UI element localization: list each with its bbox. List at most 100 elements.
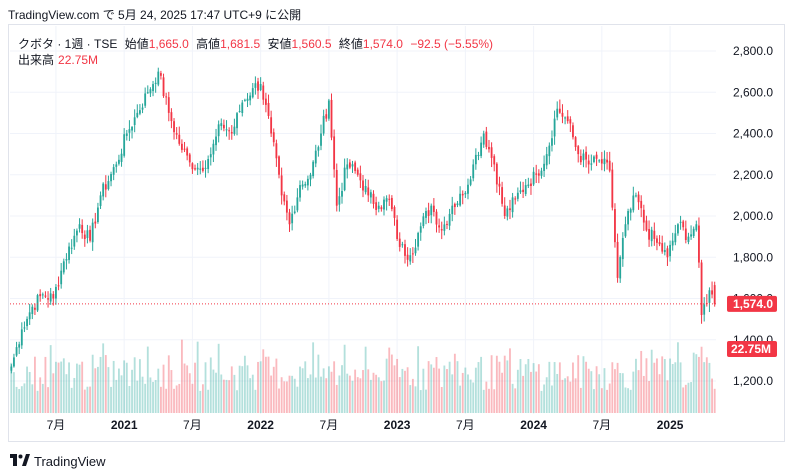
candle-body (55, 286, 57, 299)
volume-bar (372, 372, 375, 413)
volume-bar (564, 378, 567, 413)
volume-label: 出来高 (18, 53, 55, 67)
volume-bar (199, 390, 202, 413)
candle-body (472, 164, 475, 179)
candle-body (566, 116, 569, 122)
candle-body (488, 146, 490, 150)
volume-bar (183, 363, 186, 413)
candle-body (467, 184, 469, 194)
candle-body (222, 124, 225, 129)
volume-bar (600, 388, 603, 413)
volume-bar (173, 388, 175, 413)
candle-body (606, 159, 609, 163)
volume-bar (356, 377, 359, 413)
candle-body (490, 147, 493, 158)
volume-bar (285, 381, 288, 413)
candle-body (146, 92, 149, 94)
candle-body (537, 173, 540, 176)
volume-bar (301, 368, 304, 413)
volume-bar (293, 378, 296, 413)
candle-body (186, 148, 189, 156)
candle-body (548, 145, 551, 157)
volume-bar (453, 353, 456, 413)
candle-body (372, 193, 375, 204)
volume-bar (656, 358, 658, 413)
volume-bar (236, 390, 238, 413)
volume-bar (81, 361, 84, 413)
candle-body (341, 190, 343, 197)
volume-bar (393, 365, 396, 413)
candle-body (480, 142, 483, 156)
volume-bar (619, 373, 622, 413)
candle-body (270, 117, 273, 134)
volume-bar (404, 370, 406, 413)
candle-body (527, 184, 530, 187)
footer-brand[interactable]: TradingView (10, 454, 106, 469)
volume-bar (522, 375, 525, 413)
volume-bar (26, 366, 28, 413)
candle-body (430, 205, 433, 216)
volume-bar (711, 378, 713, 413)
volume-bar (28, 372, 31, 413)
volume-bar (524, 364, 527, 413)
volume-bar (482, 389, 485, 413)
candle-body (409, 255, 412, 262)
volume-bar (506, 360, 509, 413)
volume-bar (558, 362, 561, 413)
candle-body (385, 198, 388, 202)
candle-body (590, 163, 593, 165)
candle-body (52, 294, 55, 299)
candle-body (621, 237, 624, 260)
volume-bar (406, 367, 409, 413)
volume-bar (679, 362, 682, 413)
candle-body (540, 170, 543, 176)
candle-body (582, 153, 585, 161)
candle-body (20, 329, 23, 346)
volume-bar (215, 372, 217, 413)
volume-bar (698, 356, 700, 413)
y-tick-label: 1,800.0 (733, 250, 773, 264)
volume-value: 22.75M (58, 53, 99, 67)
candle-body (677, 224, 679, 234)
chart-frame (8, 24, 785, 442)
volume-bar (133, 357, 136, 413)
candle-body (343, 167, 346, 191)
volume-bar (498, 361, 501, 413)
close-value: 1,574.0 (362, 37, 403, 51)
candle-body (443, 224, 446, 231)
volume-bar (700, 346, 703, 413)
candle-body (178, 134, 181, 144)
volume-bar (186, 365, 189, 413)
volume-bar (582, 356, 585, 413)
candle-body (711, 290, 713, 295)
volume-bar (23, 383, 26, 413)
candle-body (183, 148, 186, 150)
candle-body (230, 132, 233, 134)
volume-bar (180, 339, 183, 413)
y-tick-label: 2,200.0 (733, 168, 773, 182)
volume-bar (653, 362, 656, 413)
candle-body (522, 189, 525, 193)
volume-bar (49, 345, 52, 413)
candle-body (666, 248, 669, 258)
volume-bar (703, 362, 706, 413)
candle-body (60, 270, 63, 285)
candle-body (267, 102, 270, 116)
x-tick-label: 2021 (111, 418, 138, 432)
candle-body (530, 183, 532, 187)
candle-body (212, 143, 215, 155)
volume-bar (354, 369, 357, 413)
candle-body (698, 225, 700, 263)
candle-body (34, 307, 36, 310)
candle-body (249, 95, 252, 101)
symbol-label[interactable]: クボタ · 1週 · TSE (18, 37, 118, 51)
volume-bar (338, 375, 341, 413)
volume-bar (325, 378, 328, 413)
volume-bar (204, 362, 207, 413)
candle-body (414, 247, 417, 254)
candle-body (165, 96, 168, 98)
candle-body (131, 127, 133, 131)
volume-bar (396, 358, 399, 413)
candle-body (299, 185, 301, 198)
